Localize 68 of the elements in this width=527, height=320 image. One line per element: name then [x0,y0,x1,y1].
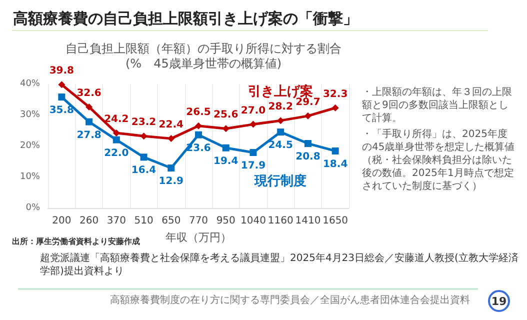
x-axis-title: 年収（万円） [166,231,232,244]
x-tick-label: 1160 [268,216,294,226]
data-label: 22.4 [158,120,184,131]
point [277,117,284,124]
data-label: 16.4 [131,165,156,176]
data-label: 27.0 [240,105,266,116]
data-label: 32.6 [76,88,102,99]
x-tick-label: 770 [188,216,208,226]
data-label: 19.4 [214,156,238,167]
data-label: 23.2 [131,117,156,128]
point [222,144,230,152]
data-label: 29.7 [296,96,320,108]
data-label: 39.8 [49,66,74,77]
point [304,112,312,120]
data-label: 22.0 [104,148,129,159]
data-label: 27.8 [76,130,102,141]
point [140,154,148,161]
x-tick-label: 650 [162,216,181,226]
point [332,147,339,154]
text: 出所：厚生労働省資料より安藤作成 [12,236,140,246]
x-tick-label: 1410 [295,216,321,226]
data-label: 28.2 [268,102,293,113]
point [195,122,202,130]
x-tick-label: 370 [106,216,126,226]
x-tick-label: 1040 [240,216,266,226]
text: ・上限額の年額は、年３回の上限額と9回の多数回該当上限額として計算。 [362,86,512,124]
data-label: 32.3 [322,88,348,100]
data-label: 24.5 [268,140,293,152]
text: ・「手取り所得」は、2025年度の45歳単身世帯を想定した概算値（税・社会保険料負担分は除いた後の数値。2025年1月時点で想定されていた制度に基づく） [362,128,515,192]
point [168,164,175,172]
x-tick-label: 510 [134,216,154,226]
point [168,135,175,142]
data-label: 26.5 [186,106,211,118]
x-tick-label: 260 [80,216,99,226]
y-tick-label: 20% [20,141,40,151]
series-label: 引き上げ案 [248,83,314,100]
point [58,94,66,101]
data-label: 17.9 [240,160,266,172]
text: 高額療養費制度の在り方に関する専門委員会／全国がん患者団体連合会提出資料 [110,294,470,306]
point [195,131,202,138]
text: 超党派議連「高額療養費と社会保障を考える議員連盟」2025年4月23日総会／安藤道人教授(立教大学経済学部)提出資料より [40,252,518,277]
y-tick-label: 10% [20,172,40,182]
point [222,125,230,132]
y-tick-label: 0% [26,203,40,213]
point [250,120,257,128]
data-label: 18.4 [322,158,348,170]
x-tick-label: 200 [52,216,72,226]
data-label: 20.8 [296,152,320,163]
y-tick-label: 30% [20,110,40,120]
point [112,129,120,136]
x-tick-label: 1650 [322,216,348,226]
point [86,103,93,110]
point [250,149,257,156]
point [304,140,312,148]
data-label: 24.2 [104,114,129,125]
data-label: 25.6 [214,110,238,121]
y-tick-label: 40% [20,79,40,89]
point [86,118,93,126]
point [140,132,148,140]
x-tick-label: 950 [216,216,236,226]
series-label: 現行制度 [254,173,307,190]
data-label: 12.9 [158,176,184,188]
point [332,104,339,112]
point [58,81,66,88]
circle-badge: 19 [488,290,510,312]
point [277,128,284,136]
point [112,136,120,144]
chart-title: 高額療養費の自己負担上限額引き上げ案の「衝撃」 [13,10,358,28]
